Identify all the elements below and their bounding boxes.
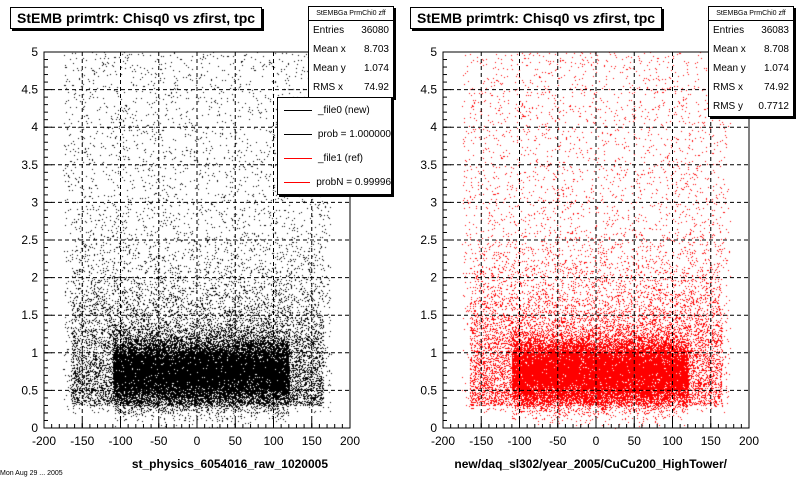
stats-value: 74.92 (763, 82, 789, 93)
x-tick-label: -150 (469, 434, 493, 448)
x-axis-label: new/daq_sl302/year_2005/CuCu200_HighTowe… (454, 457, 727, 471)
stats-value: 8.703 (363, 44, 389, 55)
stats-value: 1.074 (363, 63, 389, 74)
y-tick-label: 1 (31, 346, 38, 360)
stats-row: Mean x 8.703 (309, 40, 393, 59)
y-tick-label: 4.5 (420, 83, 437, 97)
stats-box-right: StEMBGa PrmChi0 zff Entries 36083 Mean x 8… (708, 6, 794, 117)
y-tick-label: 3 (31, 195, 38, 209)
stats-name: StEMBGa PrmChi0 zff (309, 7, 393, 21)
stats-value: 36083 (761, 25, 789, 36)
stats-row: RMS x 74.92 (309, 78, 393, 97)
x-tick-label: 150 (701, 434, 721, 448)
y-tick-label: 1.5 (420, 308, 437, 322)
x-tick-label: -50 (150, 434, 168, 448)
y-tick-label: 3.5 (21, 158, 38, 172)
stats-value: 36080 (361, 25, 389, 36)
legend-entry: _file1 (ref) (278, 146, 391, 170)
stats-value: 74.92 (363, 82, 389, 93)
stats-label: Mean x (313, 44, 346, 55)
y-tick-label: 2.5 (21, 233, 38, 247)
panel-title-right: StEMB primtrk: Chisq0 vs zfirst, tpc (410, 7, 663, 29)
stats-box-left: StEMBGa PrmChi0 zff Entries 36080 Mean x 8… (308, 6, 394, 98)
stats-name: StEMBGa PrmChi0 zff (709, 7, 793, 21)
stats-label: Mean x (713, 44, 746, 55)
x-tick-label: 100 (263, 434, 283, 448)
stats-label: RMS x (713, 82, 743, 93)
legend-box: _file0 (new) prob = 1.000000 _file1 (ref… (277, 97, 392, 195)
x-tick-label: 0 (593, 434, 600, 448)
x-tick-label: 150 (302, 434, 322, 448)
panel-title-left: StEMB primtrk: Chisq0 vs zfirst, tpc (10, 7, 263, 29)
stats-row: Mean y 1.074 (309, 59, 393, 78)
stats-value: 8.708 (763, 44, 789, 55)
y-tick-label: 5 (430, 45, 437, 59)
y-tick-label: 3.5 (420, 158, 437, 172)
x-tick-label: 200 (739, 434, 759, 448)
stats-row: Entries 36080 (309, 21, 393, 40)
y-tick-label: 2.5 (420, 233, 437, 247)
x-axis-label: st_physics_6054016_raw_1020005 (132, 457, 328, 471)
y-tick-label: 0.5 (420, 383, 437, 397)
legend-entry: _file0 (new) (278, 98, 391, 122)
stats-row: Mean y 1.074 (709, 59, 793, 78)
stats-label: Entries (713, 25, 745, 36)
stats-row: Mean x 8.708 (709, 40, 793, 59)
legend-line (284, 109, 312, 111)
stats-label: Mean y (313, 63, 346, 74)
x-tick-label: 0 (194, 434, 201, 448)
legend-label: prob = 1.000000 (317, 128, 391, 140)
x-tick-label: 50 (229, 434, 243, 448)
stats-row: RMS y 0.7712 (709, 97, 793, 116)
footer-timestamp: Mon Aug 29 ... 2005 (0, 470, 63, 477)
x-tick-label: -100 (507, 434, 531, 448)
stats-row: RMS x 74.92 (709, 78, 793, 97)
x-tick-label: 50 (628, 434, 642, 448)
y-tick-label: 4.5 (21, 83, 38, 97)
legend-line (284, 133, 312, 135)
legend-line (284, 157, 312, 159)
legend-line (284, 181, 311, 183)
y-tick-label: 4 (430, 120, 437, 134)
stats-label: Mean y (713, 63, 746, 74)
stats-value: 1.074 (763, 63, 789, 74)
x-tick-label: 200 (340, 434, 360, 448)
y-tick-label: 0 (31, 421, 38, 435)
y-tick-label: 4 (31, 120, 38, 134)
y-tick-label: 3 (430, 195, 437, 209)
y-tick-label: 2 (430, 271, 437, 285)
x-tick-label: -200 (431, 434, 455, 448)
y-tick-label: 1 (430, 346, 437, 360)
x-tick-label: -100 (108, 434, 132, 448)
y-tick-label: 0.5 (21, 383, 38, 397)
x-tick-label: -50 (549, 434, 567, 448)
stats-label: Entries (313, 25, 345, 36)
y-tick-label: 1.5 (21, 308, 38, 322)
legend-label: _file1 (ref) (318, 152, 364, 164)
y-tick-label: 2 (31, 271, 38, 285)
stats-row: Entries 36083 (709, 21, 793, 40)
legend-label: _file0 (new) (318, 104, 370, 116)
legend-entry: prob = 1.000000 (278, 122, 391, 146)
y-tick-label: 0 (430, 421, 437, 435)
y-tick-label: 5 (31, 45, 38, 59)
x-tick-label: -150 (70, 434, 94, 448)
x-tick-label: 100 (662, 434, 682, 448)
legend-entry: probN = 0.99996 (278, 170, 391, 194)
stats-label: RMS y (713, 101, 743, 112)
x-tick-label: -200 (32, 434, 56, 448)
legend-label: probN = 0.99996 (316, 176, 391, 188)
stats-value: 0.7712 (758, 101, 789, 112)
stats-label: RMS x (313, 82, 343, 93)
